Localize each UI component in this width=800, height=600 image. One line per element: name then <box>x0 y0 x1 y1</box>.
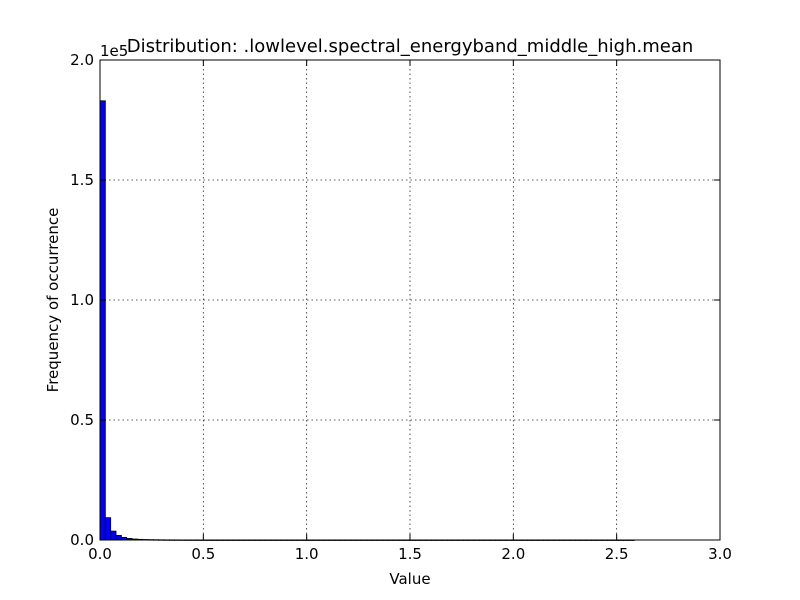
y-axis-multiplier: 1e5 <box>100 42 128 60</box>
x-tick-label: 1.5 <box>398 545 422 563</box>
x-tick-label: 2.0 <box>501 545 525 563</box>
x-tick-label: 0.5 <box>191 545 215 563</box>
histogram-bars <box>99 100 635 541</box>
y-tick-label: 0.5 <box>70 411 94 429</box>
y-tick-label: 1.5 <box>70 171 94 189</box>
tick-labels: 0.0 0.5 1.0 1.5 2.0 2.5 3.0 0.0 0.5 1.0 1.5 2.0 <box>70 51 732 563</box>
chart-title: Distribution: .lowlevel.spectral_energyb… <box>127 36 694 57</box>
y-tick-label: 2.0 <box>70 51 94 69</box>
x-tick-label: 2.5 <box>605 545 629 563</box>
axis-ticks <box>99 59 721 541</box>
y-axis-label: Frequency of occurrence <box>44 208 62 393</box>
histogram-bar <box>104 517 112 541</box>
x-axis-label: Value <box>389 570 430 588</box>
histogram-bar <box>115 535 122 541</box>
y-tick-label: 0.0 <box>70 531 94 549</box>
x-tick-label: 0.0 <box>88 545 112 563</box>
y-tick-label: 1.0 <box>70 291 94 309</box>
grid-lines <box>99 59 721 541</box>
x-tick-label: 3.0 <box>708 545 732 563</box>
histogram-bar <box>110 530 117 541</box>
histogram-bar <box>99 100 106 541</box>
x-tick-label: 1.0 <box>295 545 319 563</box>
